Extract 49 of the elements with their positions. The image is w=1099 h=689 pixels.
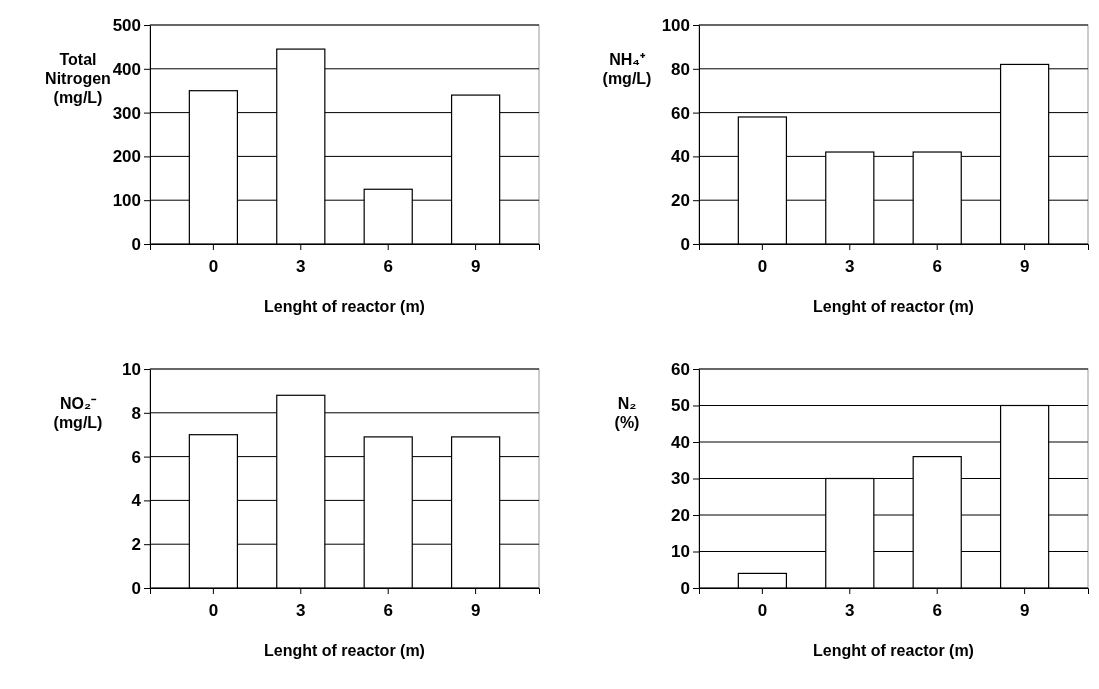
y-tick-label: 50: [671, 396, 690, 416]
y-tick-label: 40: [671, 432, 690, 452]
y-tick-label: 6: [131, 447, 141, 467]
y-tick-label: 0: [680, 234, 690, 254]
y-tick-label: 4: [131, 491, 142, 511]
y-tick-label: 100: [112, 191, 141, 211]
x-tick-label: 9: [470, 257, 481, 277]
y-tick-label: 30: [671, 469, 690, 489]
x-axis-title: Lenght of reactor (m): [813, 298, 974, 315]
y-tick-label: 300: [112, 103, 141, 123]
y-tick-label: 20: [671, 505, 690, 525]
y-axis-title: Total Nitrogen (mg/L): [45, 51, 111, 106]
x-tick-label: 9: [1019, 257, 1030, 277]
y-axis-title: N₂ (%): [614, 395, 640, 431]
x-tick-label: 3: [845, 257, 855, 277]
x-tick-label: 3: [845, 601, 855, 621]
x-axis-title: Lenght of reactor (m): [264, 298, 425, 315]
x-tick-label: 9: [470, 601, 481, 621]
y-tick-label: 0: [131, 234, 141, 254]
y-tick-label: 200: [112, 147, 141, 167]
y-tick-label: 400: [112, 59, 141, 79]
x-tick-label: 6: [932, 257, 942, 277]
y-tick-label: 0: [680, 578, 690, 598]
y-tick-label: 40: [671, 147, 690, 167]
y-tick-label: 100: [661, 15, 690, 35]
y-tick-label: 8: [131, 403, 141, 423]
x-tick-label: 6: [383, 601, 393, 621]
x-tick-label: 0: [208, 601, 219, 621]
y-tick-label: 60: [671, 359, 690, 379]
x-axis-title: Lenght of reactor (m): [264, 642, 425, 659]
x-tick-label: 3: [296, 257, 306, 277]
y-axis-title: NO₂⁻ (mg/L): [53, 395, 103, 431]
x-tick-label: 3: [296, 601, 306, 621]
y-tick-label: 0: [131, 578, 141, 598]
x-tick-label: 6: [383, 257, 393, 277]
x-tick-label: 0: [757, 601, 768, 621]
y-tick-label: 2: [131, 535, 141, 555]
y-tick-label: 500: [112, 15, 141, 35]
y-tick-label: 20: [671, 191, 690, 211]
y-tick-label: 80: [671, 59, 690, 79]
x-axis-title: Lenght of reactor (m): [813, 642, 974, 659]
x-tick-label: 0: [757, 257, 768, 277]
y-tick-label: 10: [122, 359, 141, 379]
y-axis-title: NH₄⁺ (mg/L): [602, 51, 652, 87]
x-tick-label: 6: [932, 601, 942, 621]
x-tick-label: 0: [208, 257, 219, 277]
y-tick-label: 10: [671, 542, 690, 562]
y-tick-label: 60: [671, 103, 690, 123]
x-tick-label: 9: [1019, 601, 1030, 621]
